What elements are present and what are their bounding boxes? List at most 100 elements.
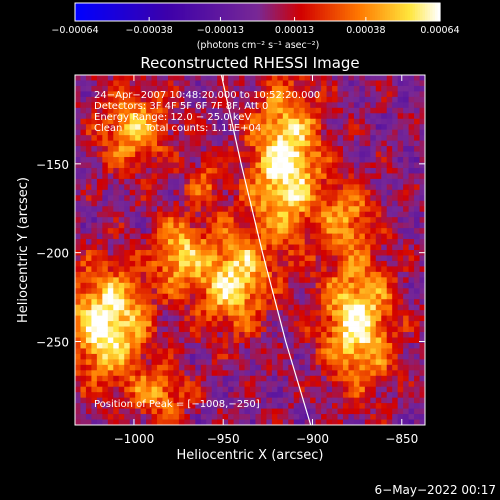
- heatmap-cell: [266, 397, 273, 404]
- heatmap-cell: [124, 113, 131, 120]
- colorbar-segment: [137, 3, 141, 21]
- heatmap-cell: [397, 211, 404, 218]
- heatmap-cell: [206, 178, 213, 185]
- heatmap-cell: [178, 255, 185, 262]
- y-axis-label: Heliocentric Y (arcsec): [16, 177, 31, 323]
- heatmap-cell: [184, 271, 191, 278]
- heatmap-cell: [255, 359, 262, 366]
- heatmap-cell: [91, 310, 98, 317]
- heatmap-cell: [353, 195, 360, 202]
- heatmap-cell: [75, 129, 81, 136]
- heatmap-cell: [157, 85, 163, 92]
- heatmap-cell: [408, 217, 415, 224]
- heatmap-cell: [414, 260, 420, 267]
- heatmap-cell: [157, 118, 163, 125]
- heatmap-cell: [195, 239, 202, 245]
- heatmap-cell: [337, 299, 344, 306]
- heatmap-cell: [157, 151, 163, 158]
- heatmap-cell: [96, 348, 103, 355]
- heatmap-cell: [321, 217, 327, 224]
- heatmap-cell: [321, 364, 327, 371]
- heatmap-cell: [195, 414, 202, 420]
- heatmap-cell: [167, 321, 174, 327]
- heatmap-cell: [419, 195, 426, 202]
- heatmap-cell: [260, 85, 267, 92]
- heatmap-cell: [353, 211, 360, 218]
- heatmap-cell: [80, 321, 87, 327]
- heatmap-cell: [359, 282, 366, 289]
- heatmap-cell: [288, 96, 295, 103]
- heatmap-cell: [233, 293, 240, 300]
- heatmap-cell: [337, 250, 344, 256]
- heatmap-cell: [260, 353, 267, 360]
- heatmap-cell: [102, 244, 109, 251]
- heatmap-cell: [419, 326, 426, 333]
- heatmap-cell: [359, 85, 366, 92]
- heatmap-cell: [195, 217, 202, 224]
- heatmap-cell: [85, 397, 92, 404]
- heatmap-cell: [178, 370, 185, 377]
- colorbar-segment: [180, 3, 184, 21]
- heatmap-cell: [293, 359, 300, 366]
- heatmap-cell: [107, 271, 114, 278]
- heatmap-cell: [403, 206, 409, 213]
- heatmap-cell: [419, 184, 426, 191]
- heatmap-cell: [310, 211, 317, 218]
- heatmap-cell: [239, 419, 245, 426]
- heatmap-cell: [173, 102, 180, 109]
- heatmap-cell: [353, 326, 360, 333]
- heatmap-cell: [359, 321, 366, 327]
- heatmap-cell: [271, 140, 278, 147]
- heatmap-cell: [107, 266, 114, 273]
- heatmap-cell: [359, 250, 366, 256]
- heatmap-cell: [140, 419, 147, 426]
- heatmap-cell: [91, 282, 98, 289]
- heatmap-cell: [195, 157, 202, 163]
- heatmap-cell: [75, 118, 81, 125]
- heatmap-cell: [189, 359, 196, 366]
- heatmap-cell: [85, 375, 92, 382]
- heatmap-cell: [151, 408, 158, 415]
- heatmap-cell: [239, 315, 245, 322]
- colorbar-segment: [327, 3, 331, 21]
- heatmap-cell: [337, 342, 344, 349]
- heatmap-cell: [129, 167, 136, 174]
- heatmap-cell: [304, 85, 311, 92]
- heatmap-cell: [124, 403, 131, 409]
- heatmap-cell: [189, 85, 196, 92]
- heatmap-cell: [118, 151, 125, 158]
- heatmap-cell: [233, 359, 240, 366]
- heatmap-cell: [211, 184, 218, 191]
- heatmap-cell: [348, 403, 355, 409]
- heatmap-cell: [217, 195, 224, 202]
- heatmap-cell: [403, 364, 409, 371]
- heatmap-cell: [282, 178, 289, 185]
- heatmap-cell: [96, 239, 103, 245]
- heatmap-cell: [288, 233, 295, 240]
- heatmap-cell: [140, 332, 147, 338]
- heatmap-cell: [195, 304, 202, 311]
- heatmap-cell: [403, 228, 409, 234]
- heatmap-cell: [217, 271, 224, 278]
- heatmap-cell: [266, 107, 273, 114]
- heatmap-cell: [239, 408, 245, 415]
- heatmap-cell: [250, 96, 256, 103]
- heatmap-cell: [321, 288, 327, 295]
- heatmap-cell: [266, 271, 273, 278]
- heatmap-cell: [299, 222, 306, 229]
- heatmap-cell: [342, 146, 349, 152]
- heatmap-cell: [140, 189, 147, 196]
- heatmap-cell: [102, 173, 109, 180]
- heatmap-cell: [113, 348, 120, 355]
- heatmap-cell: [277, 255, 284, 262]
- heatmap-cell: [244, 80, 251, 87]
- heatmap-cell: [408, 75, 415, 81]
- heatmap-cell: [255, 392, 262, 399]
- heatmap-cell: [414, 348, 420, 355]
- heatmap-cell: [342, 124, 349, 131]
- heatmap-cell: [184, 359, 191, 366]
- heatmap-cell: [326, 244, 333, 251]
- heatmap-cell: [364, 255, 371, 262]
- heatmap-cell: [315, 107, 322, 114]
- heatmap-cell: [304, 326, 311, 333]
